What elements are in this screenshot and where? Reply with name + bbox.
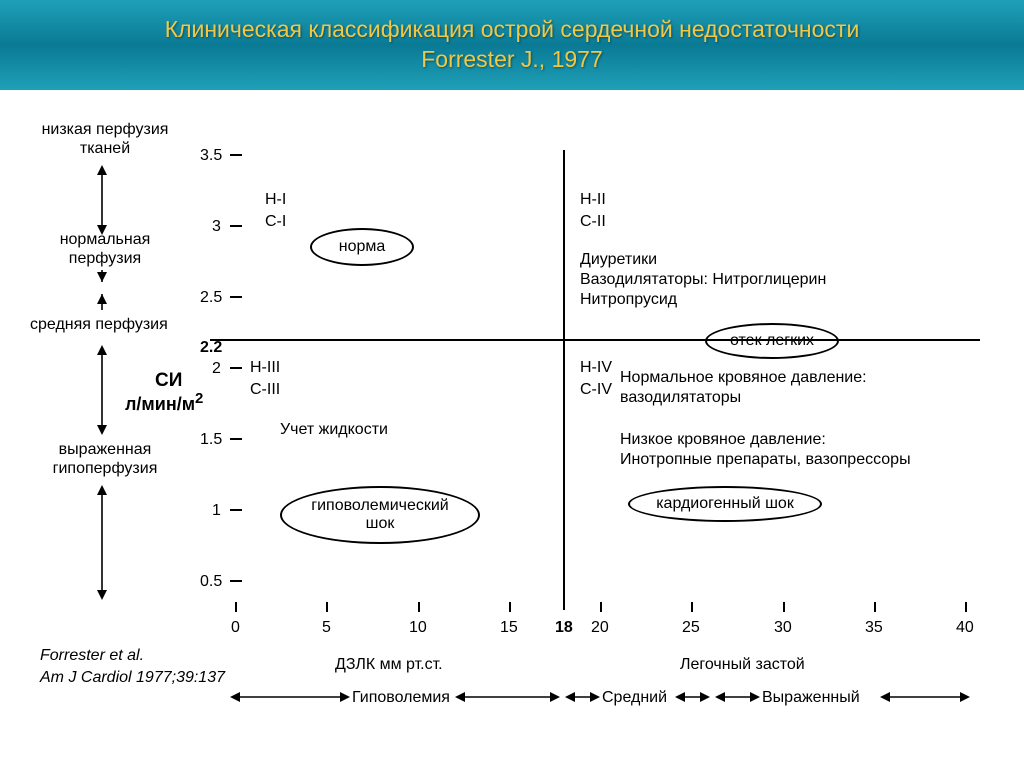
q1-oval: норма: [310, 228, 414, 266]
xtick: [235, 602, 237, 612]
q2-line3: Нитропрусид: [580, 290, 677, 309]
xtick-label: 40: [956, 618, 974, 637]
x-axis-label: ДЗЛК мм рт.ст.: [335, 655, 443, 674]
ytick-label: 0.5: [200, 572, 222, 591]
header-title-line2: Forrester J., 1977: [421, 45, 603, 75]
ytick: [230, 580, 242, 582]
ytick: [230, 154, 242, 156]
q2-oval-label: отек легких: [730, 332, 814, 350]
q4-line1: Нормальное кровяное давление:: [620, 368, 867, 387]
xtick-label: 35: [865, 618, 883, 637]
q2-line2: Вазодилятаторы: Нитроглицерин: [580, 270, 826, 289]
xtick-label: 25: [682, 618, 700, 637]
q1-oval-label: норма: [339, 238, 386, 256]
xtick: [691, 602, 693, 612]
q4-oval: кардиогенный шок: [628, 486, 822, 522]
xtick-label: 15: [500, 618, 518, 637]
double-arrow-icon: [95, 485, 109, 600]
xtick-label: 0: [231, 618, 240, 637]
xtick: [783, 602, 785, 612]
bottom-cat-hypovolemia: Гиповолемия: [352, 688, 450, 707]
ytick: [230, 509, 242, 511]
xtick-label: 5: [322, 618, 331, 637]
xtick-label-midline: 18: [555, 618, 573, 637]
q2-line1: Диуретики: [580, 250, 657, 269]
ycat-low-perfusion: низкая перфузиятканей: [30, 120, 180, 158]
ytick-label: 3.5: [200, 146, 222, 165]
q3-code1: H-III: [250, 358, 280, 377]
q2-oval: отек легких: [705, 323, 839, 359]
xtick: [874, 602, 876, 612]
q4-line2: вазодилятаторы: [620, 388, 741, 407]
ytick-label-midline: 2.2: [200, 338, 222, 357]
hz-double-arrow-icon: [455, 690, 560, 704]
ytick-label: 1.5: [200, 430, 222, 449]
hz-double-arrow-icon: [715, 690, 760, 704]
ycat-mid-perfusion: средняя перфузия: [30, 315, 168, 334]
chart-horizontal-midline: [210, 339, 980, 341]
hz-double-arrow-icon: [565, 690, 600, 704]
xtick: [600, 602, 602, 612]
ytick: [230, 225, 242, 227]
q4-code1: H-IV: [580, 358, 612, 377]
double-arrow-icon: [95, 345, 109, 435]
bottom-group-label: Легочный застой: [680, 655, 805, 674]
hz-double-arrow-icon: [880, 690, 970, 704]
q3-line1: Учет жидкости: [280, 420, 388, 439]
ytick-label: 3: [212, 217, 221, 236]
xtick-label: 10: [409, 618, 427, 637]
bottom-cat-expressed: Выраженный: [762, 688, 860, 707]
q4-line4: Инотропные препараты, вазопрессоры: [620, 450, 911, 469]
q1-code2: C-I: [265, 212, 286, 231]
citation: Forrester et al.Am J Cardiol 1977;39:137: [40, 645, 260, 690]
q1-code1: H-I: [265, 190, 286, 209]
xtick: [326, 602, 328, 612]
double-arrow-icon: [95, 165, 109, 235]
ycat-normal-perfusion: нормальнаяперфузия: [30, 230, 180, 268]
forrester-chart: 3.5 3 2.5 2.2 2 1.5 1 0.5 СИ л/мин/м2 0 …: [0, 90, 1024, 767]
ytick-label: 2.5: [200, 288, 222, 307]
xtick-label: 20: [591, 618, 609, 637]
ytick: [230, 296, 242, 298]
ytick: [230, 438, 242, 440]
q3-oval: гиповолемическийшок: [280, 486, 480, 544]
q3-code2: C-III: [250, 380, 280, 399]
slide-header: Клиническая классификация острой сердечн…: [0, 0, 1024, 90]
ytick-label: 2: [212, 359, 221, 378]
header-title-line1: Клиническая классификация острой сердечн…: [165, 15, 860, 45]
q2-code1: H-II: [580, 190, 606, 209]
q4-line3: Низкое кровяное давление:: [620, 430, 826, 449]
ycat-hypoperfusion: выраженнаягипоперфузия: [30, 440, 180, 478]
ytick-label: 1: [212, 501, 221, 520]
q4-oval-label: кардиогенный шок: [656, 495, 794, 513]
xtick: [509, 602, 511, 612]
hz-double-arrow-icon: [230, 690, 350, 704]
chart-vertical-midline: [563, 150, 565, 610]
q4-code2: C-IV: [580, 380, 612, 399]
meeting-arrows-icon: [95, 270, 109, 310]
q2-code2: C-II: [580, 212, 606, 231]
xtick-label: 30: [774, 618, 792, 637]
hz-double-arrow-icon: [675, 690, 710, 704]
xtick: [965, 602, 967, 612]
ytick: [230, 367, 242, 369]
y-axis-unit: л/мин/м2: [125, 390, 203, 416]
bottom-cat-middle: Средний: [602, 688, 667, 707]
xtick: [418, 602, 420, 612]
